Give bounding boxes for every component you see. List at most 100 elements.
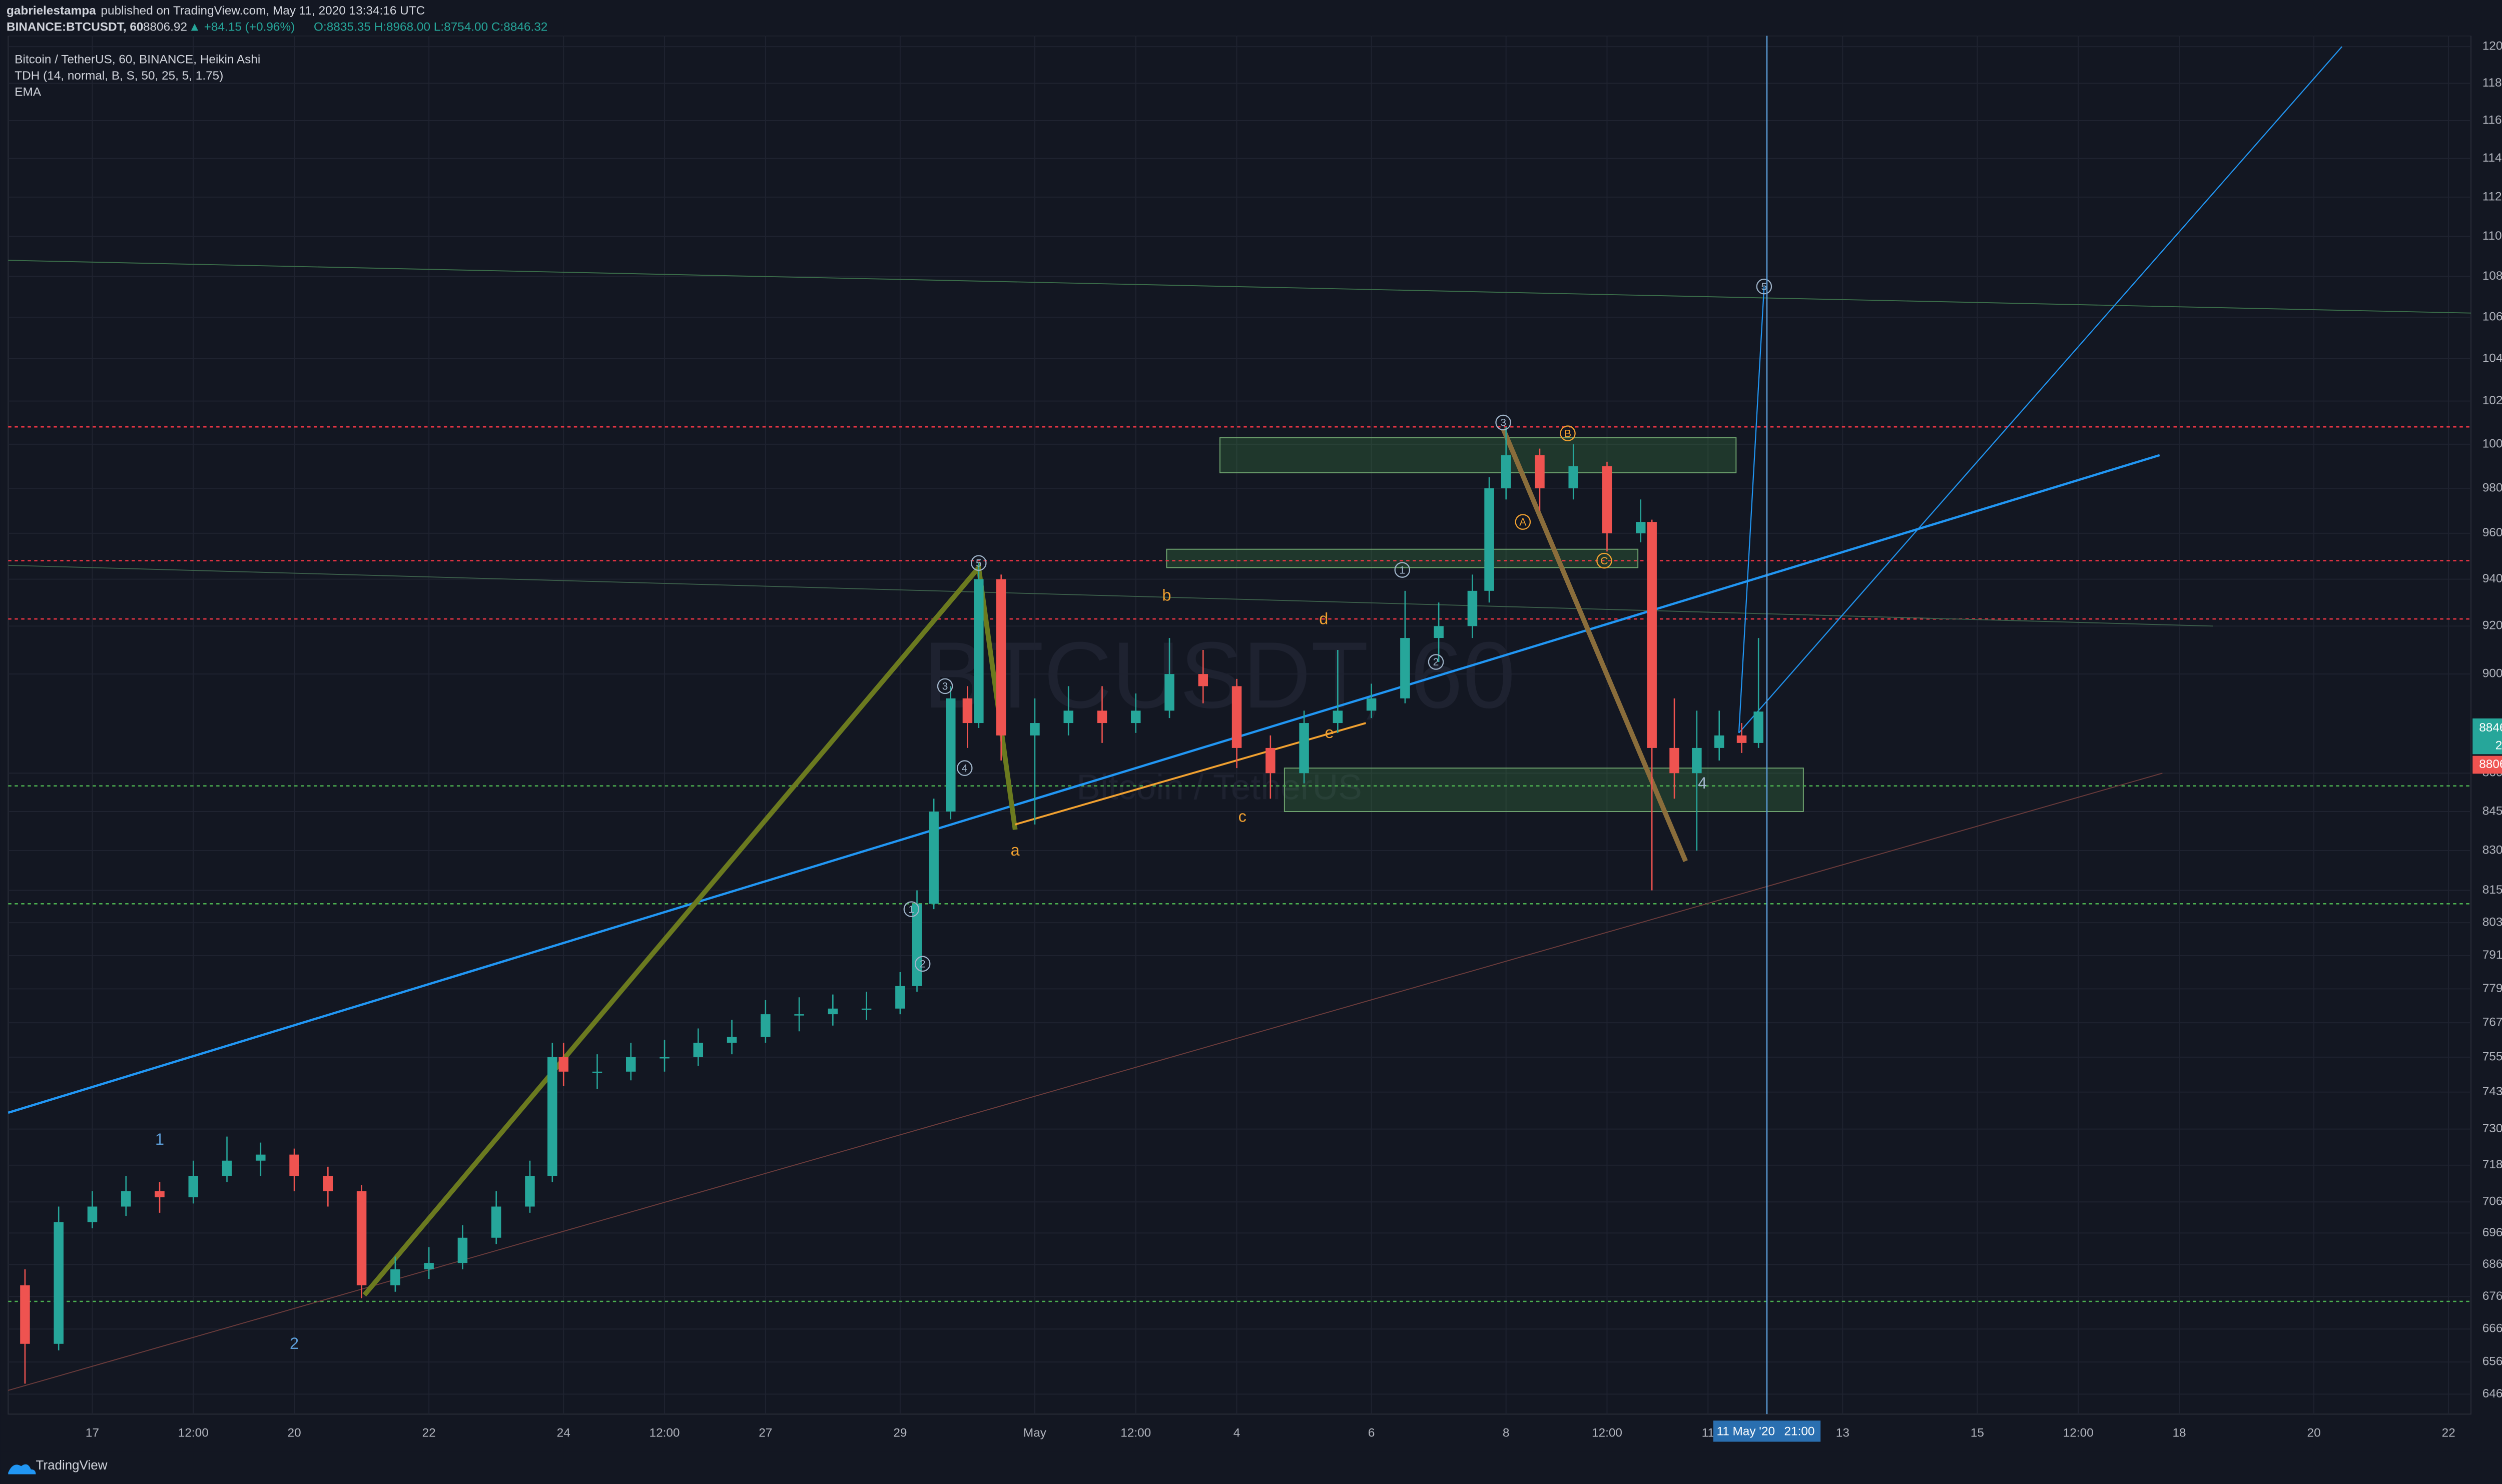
wave-label: a [1011,841,1020,859]
wave-label: A [1519,516,1527,528]
price-tag [2472,756,2502,774]
y-tick-label: 9800.00 [2482,481,2502,494]
x-tick-label: 27 [759,1426,772,1440]
y-tick-label: 7790.00 [2482,982,2502,995]
x-tick-label: 11 [1702,1426,1714,1440]
candle-body [761,1014,771,1037]
y-tick-label: 8150.00 [2482,883,2502,897]
wave-circle [1756,278,1772,295]
wave-circle [1394,562,1411,578]
last-price: 8846.32 [2479,721,2502,734]
candle-body [1198,674,1208,686]
trendline [1738,286,1765,733]
x-tick-label: 6 [1368,1426,1375,1440]
candle-body [558,1057,568,1072]
logo [8,1464,36,1474]
author: gabrielestampa [7,4,96,18]
candle-body [525,1176,535,1207]
y-tick-label: 12000.00 [2482,40,2502,53]
chart-title: Bitcoin / TetherUS, 60, BINANCE, Heikin … [15,53,260,67]
candle-body [1535,455,1545,488]
candle-body [1568,466,1578,488]
candle-body [794,1014,804,1016]
y-tick-label: 6865.00 [2482,1257,2502,1271]
candle-body [1400,638,1410,698]
wave-circle [1515,514,1531,530]
candle-body [828,1008,838,1015]
brand: TradingView [36,1457,108,1472]
wave-label: 5 [976,557,982,569]
candle-body [289,1154,299,1176]
wave-circle [937,678,953,694]
candle-body [356,1191,367,1285]
candle-body [256,1154,266,1161]
trendline [8,564,2213,627]
price-tag [2472,718,2502,755]
wave-label: 1 [908,904,914,915]
candle-body [996,579,1006,735]
x-tick-label: 20 [2307,1426,2321,1440]
header-bar [0,0,2502,36]
candle-body [592,1071,602,1073]
candle-body [727,1037,737,1043]
y-tick-label: 7670.00 [2482,1016,2502,1029]
x-tick-label: 18 [2172,1426,2186,1440]
y-tick-label: 9400.00 [2482,572,2502,585]
candle-body [491,1206,501,1238]
change: ▲ +84.15 (+0.96%) [189,21,295,34]
zone [1284,768,1804,812]
wave-label: 1 [155,1130,164,1148]
wave-label: 4 [962,763,968,774]
candle-body [424,1263,434,1269]
y-tick-label: 7430.00 [2482,1085,2502,1098]
cursor-box [1713,1420,1821,1442]
x-tick-label: 24 [557,1426,570,1440]
candle-body [660,1057,670,1059]
price: 8806.92 [143,21,187,34]
x-tick-label: 15 [1971,1426,1984,1440]
y-tick-label: 10400.00 [2482,351,2502,365]
candle-body [1266,748,1276,774]
candle-body [188,1176,199,1197]
wave-circle [957,760,973,776]
trendline [1738,46,2343,733]
candle-body [974,579,984,723]
y-tick-label: 6765.00 [2482,1289,2502,1303]
x-tick-label: 22 [2442,1426,2455,1440]
x-tick-label: 8 [1503,1426,1510,1440]
y-tick-label: 11400.00 [2482,151,2502,165]
candle-body [912,904,922,986]
y-tick-label: 7185.00 [2482,1158,2502,1171]
candle-body [121,1191,131,1207]
published: published on TradingView.com, May 11, 20… [101,4,425,18]
x-tick-label: 12:00 [1592,1426,1622,1440]
symbol: BINANCE:BTCUSDT, 60 [7,21,143,34]
trendline [1501,428,1688,862]
countdown: 25:46 [2495,739,2502,753]
candle-body [1736,735,1747,743]
candle-body [1501,455,1511,488]
wave-label: e [1325,723,1334,741]
y-tick-label: 9000.00 [2482,667,2502,680]
y-tick-label: 8300.00 [2482,843,2502,857]
wave-circle [1428,654,1444,670]
y-tick-label: 11200.00 [2482,190,2502,203]
candle-body [1299,723,1309,774]
candle-body [222,1160,232,1176]
grid [8,36,2471,1414]
wave-label: 4 [1698,774,1707,792]
wave-label: 2 [920,959,926,970]
zone [1219,437,1737,473]
x-tick-label: 22 [422,1426,436,1440]
footer-bar [0,1451,2502,1484]
candle-body [1164,674,1174,711]
y-tick-label: 7065.00 [2482,1195,2502,1208]
x-tick-label: 4 [1233,1426,1240,1440]
candle-body [1333,710,1343,723]
candle-body [895,986,905,1009]
plot-content: 1 2 1 2 3 4 5 a b c d e 1 2 3 A B C 4 5 [8,36,2471,1414]
x-tick-label: 12:00 [650,1426,680,1440]
trendline [8,260,2471,314]
